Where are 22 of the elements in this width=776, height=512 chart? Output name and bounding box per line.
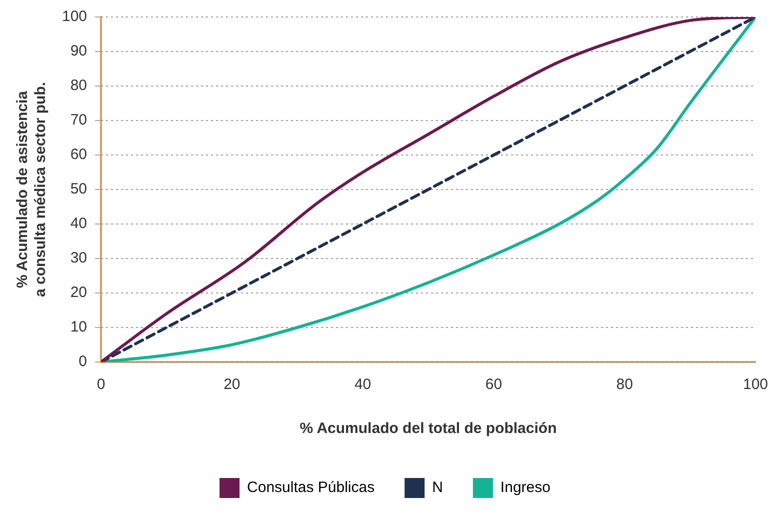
y-tick-label: 70: [70, 112, 88, 129]
x-axis-title: % Acumulado del total de población: [300, 420, 557, 438]
legend-label: Ingreso: [500, 479, 550, 496]
y-tick-label: 40: [70, 215, 88, 232]
x-tick-label: 100: [742, 376, 768, 394]
x-tick-label: 40: [354, 376, 372, 394]
x-tick-label: 0: [96, 376, 106, 394]
y-tick-label: 60: [70, 146, 88, 164]
legend-label: Consultas Públicas: [247, 479, 375, 496]
x-tick-label: 80: [616, 376, 633, 394]
y-tick-label: 30: [70, 250, 88, 267]
y-tick-label: 50: [70, 180, 88, 198]
x-tick-label: 60: [485, 376, 502, 394]
y-tick-label: 80: [70, 77, 88, 94]
y-tick-label: 0: [78, 353, 88, 370]
y-tick-label: 20: [70, 284, 88, 302]
x-tick-label: 20: [224, 376, 240, 394]
y-tick-label: 90: [70, 42, 88, 60]
legend-label: N: [432, 479, 443, 496]
y-axis-title: % Acumulado de asistencia a consulta médica sector pub.: [14, 82, 50, 298]
y-tick-label: 100: [62, 8, 88, 26]
y-tick-label: 10: [70, 318, 88, 336]
